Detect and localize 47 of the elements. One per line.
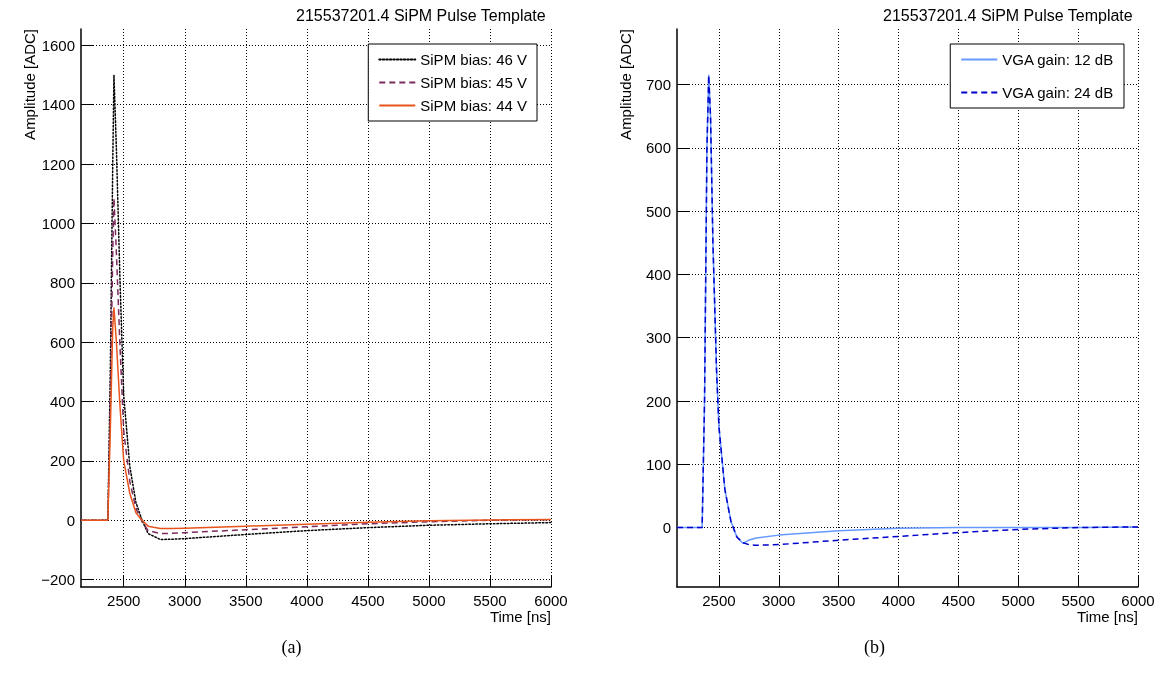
- text: (a): [281, 637, 302, 658]
- x-tick-label: 3500: [821, 592, 856, 609]
- x-tick-label: 3000: [168, 592, 202, 609]
- x-tick-label: 4500: [941, 592, 976, 609]
- y-tick-label: −200: [41, 571, 75, 589]
- y-tick-label: 500: [645, 202, 671, 220]
- x-tick-label: 3000: [762, 592, 796, 609]
- y-tick-label: 0: [66, 511, 75, 529]
- y-axis-title: Amplitude [ADC]: [21, 29, 38, 140]
- y-tick-label: 1600: [41, 36, 75, 54]
- x-tick-label: 4000: [290, 592, 324, 609]
- legend-label: VGA gain: 24 dB: [1002, 84, 1114, 101]
- y-tick-label: 100: [645, 455, 671, 473]
- x-tick-label: 5500: [473, 592, 507, 609]
- x-axis-title: Time [ns]: [489, 608, 551, 625]
- x-tick-label: 2500: [702, 592, 736, 609]
- legend-label: SiPM bias: 46 V: [420, 51, 527, 68]
- chart-title: 215537201.4 SiPM Pulse Template: [883, 6, 1133, 24]
- chart-title: 215537201.4 SiPM Pulse Template: [296, 6, 546, 24]
- y-tick-label: 200: [645, 392, 671, 410]
- y-tick-label: 800: [49, 274, 75, 292]
- y-tick-label: 200: [49, 452, 75, 470]
- x-tick-label: 3500: [229, 592, 263, 609]
- y-axis-title: Amplitude [ADC]: [617, 29, 634, 140]
- y-tick-label: 1000: [41, 214, 75, 232]
- x-axis-title: Time [ns]: [1076, 608, 1138, 625]
- x-tick-label: 4000: [881, 592, 916, 609]
- legend-label: SiPM bias: 45 V: [420, 74, 527, 91]
- y-tick-label: 300: [645, 329, 671, 347]
- y-tick-label: 1200: [41, 155, 75, 173]
- x-tick-label: 5000: [412, 592, 446, 609]
- x-tick-label: 6000: [534, 592, 568, 609]
- y-tick-label: 600: [49, 333, 75, 351]
- legend-label: VGA gain: 12 dB: [1002, 51, 1114, 68]
- y-tick-label: 0: [662, 519, 671, 537]
- x-tick-label: 6000: [1121, 592, 1155, 609]
- x-tick-label: 5500: [1061, 592, 1095, 609]
- x-tick-label: 5000: [1001, 592, 1035, 609]
- legend-label: SiPM bias: 44 V: [420, 97, 527, 114]
- y-tick-label: 700: [645, 76, 671, 94]
- y-tick-label: 1400: [41, 96, 75, 114]
- x-tick-label: 4500: [351, 592, 385, 609]
- y-tick-label: 600: [645, 139, 671, 157]
- y-tick-label: 400: [49, 392, 75, 410]
- text: (b): [864, 637, 886, 658]
- y-tick-label: 400: [645, 265, 671, 283]
- x-tick-label: 2500: [107, 592, 141, 609]
